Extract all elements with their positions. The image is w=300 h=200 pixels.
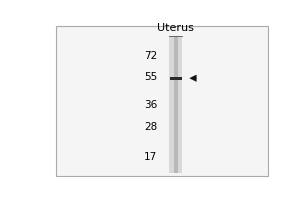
FancyBboxPatch shape	[174, 36, 178, 173]
Text: 28: 28	[144, 122, 157, 132]
FancyBboxPatch shape	[169, 36, 182, 173]
Polygon shape	[190, 75, 196, 81]
Text: 17: 17	[144, 152, 157, 162]
Text: 55: 55	[144, 72, 157, 82]
FancyBboxPatch shape	[56, 26, 268, 176]
Text: 72: 72	[144, 51, 157, 61]
Text: Uterus: Uterus	[158, 23, 194, 33]
Text: 36: 36	[144, 100, 157, 110]
FancyBboxPatch shape	[170, 77, 182, 80]
